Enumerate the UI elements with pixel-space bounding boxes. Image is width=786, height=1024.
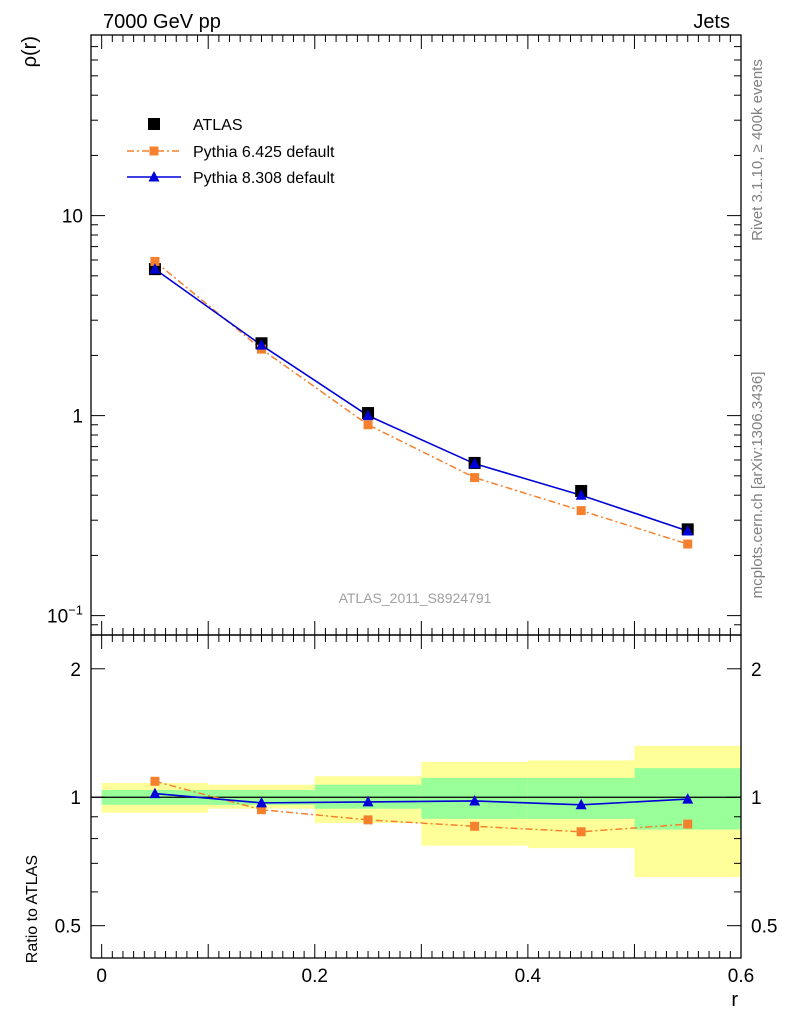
top-panel-frame: [90, 34, 742, 636]
pythia6-marker: [150, 256, 160, 266]
legend-entry-label: Pythia 8.308 default: [193, 170, 335, 187]
ratio-y-tick-label-left: 2: [70, 660, 81, 681]
x-tick-label: 0.2: [302, 966, 328, 987]
pythia6-marker: [576, 506, 586, 516]
ratio-y-tick-label-right: 1: [751, 788, 762, 809]
x-tick-label: 0: [96, 966, 107, 987]
top-y-axis-title: ρ(r): [19, 36, 41, 67]
ratio-y-axis-title: Ratio to ATLAS: [24, 855, 41, 963]
ratio-pythia6-marker: [256, 805, 266, 815]
pythia6-marker: [470, 473, 480, 483]
y-tick-label: 10−1: [47, 603, 83, 628]
legend-atlas-marker: [148, 118, 160, 130]
ratio-pythia8-marker: [362, 795, 374, 807]
ratio-pythia6-marker: [150, 776, 160, 786]
legend-entry-label: Pythia 6.425 default: [193, 144, 335, 161]
pythia8-marker: [149, 263, 161, 274]
ratio-pythia6-marker: [363, 815, 373, 825]
x-tick-label: 0.6: [728, 966, 754, 987]
inner-uncertainty-band: [527, 777, 635, 819]
ratio-pythia8-marker: [575, 798, 587, 810]
pythia8-marker: [255, 339, 267, 350]
pythia8-marker: [682, 524, 694, 536]
ratio-y-tick-label-left: 1: [70, 788, 81, 809]
analysis-watermark: ATLAS_2011_S8924791: [339, 590, 492, 606]
ratio-pythia8-marker: [255, 796, 267, 808]
ratio-pythia8-marker: [682, 793, 694, 804]
ratio-uncertainty-bands: [101, 745, 741, 878]
process-title: Jets: [693, 11, 730, 33]
ratio-y-tick-label-left: 0.5: [55, 917, 81, 938]
ratio-pythia8-line: [154, 792, 688, 806]
collision-title: 7000 GeV pp: [103, 11, 221, 33]
pythia6-line: [154, 260, 688, 545]
ratio-y-tick-label-right: 0.5: [751, 917, 777, 938]
mcplots-label: mcplots.cern.ch [arXiv:1306.3436]: [749, 372, 766, 599]
ratio-pythia6-marker: [683, 819, 693, 829]
legend: ATLAS Pythia 6.425 default Pythia 8.308 de…: [127, 117, 335, 187]
pythia6-marker: [683, 539, 693, 549]
ratio-pythia6-marker: [470, 821, 480, 831]
rivet-version-label: Rivet 3.1.10, ≥ 400k events: [749, 59, 766, 241]
y-tick-label: 1: [72, 407, 83, 428]
pythia8-line: [154, 268, 688, 532]
ratio-y-tick-label-right: 2: [751, 660, 762, 681]
ratio-panel-series: [149, 776, 694, 837]
pythia8-marker: [469, 457, 481, 469]
legend-pythia8-marker: [148, 171, 160, 182]
y-tick-label: 10: [62, 207, 83, 228]
pythia8-marker: [575, 489, 587, 500]
x-axis-title: r: [731, 989, 738, 1011]
legend-entry-label: ATLAS: [193, 117, 243, 134]
ratio-pythia6-marker: [576, 827, 586, 837]
ratio-pythia6-line: [154, 780, 688, 833]
ratio-pythia8-marker: [149, 787, 161, 799]
pythia6-marker: [363, 420, 373, 430]
pythia8-marker: [362, 409, 374, 421]
ratio-panel-frame: [90, 634, 742, 959]
x-tick-label: 0.4: [515, 966, 542, 987]
legend-pythia6-marker: [149, 146, 159, 156]
ratio-pythia8-marker: [469, 794, 481, 806]
top-panel-series: [148, 256, 694, 549]
